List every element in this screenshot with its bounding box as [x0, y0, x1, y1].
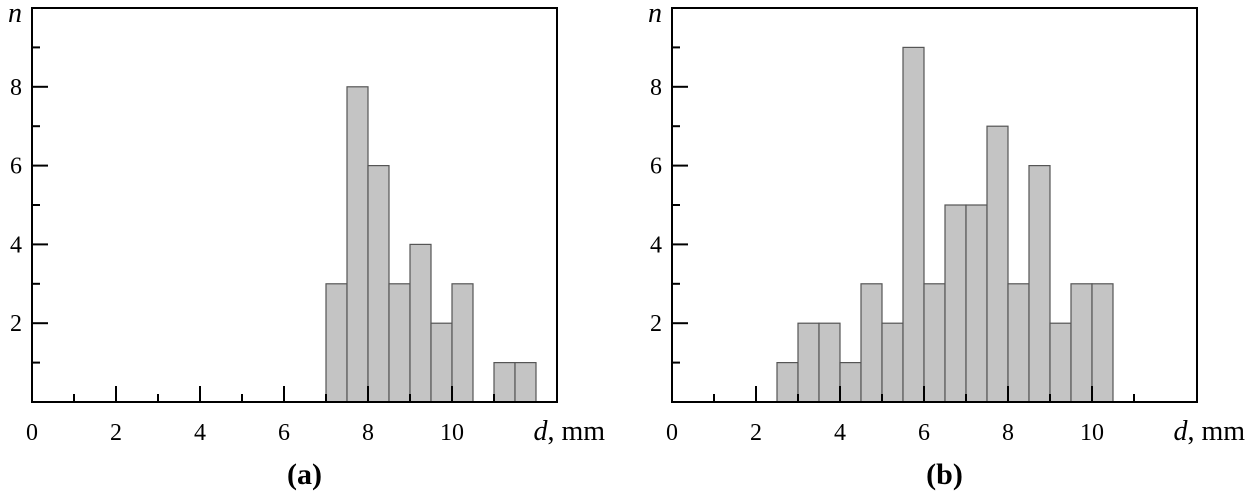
x-tick-label: 10 [440, 420, 464, 446]
histogram-bar [944, 204, 967, 403]
x-axis-variable: d [533, 416, 548, 447]
chart-panel-b: 0 2 4 6 8 10 2 4 6 8 n d, mm (b) [648, 0, 1245, 491]
histogram-bar [1091, 283, 1114, 403]
x-axis-unit: , mm [547, 416, 605, 447]
histogram-bar [388, 283, 411, 403]
histogram-bar [325, 283, 348, 403]
histogram-bar [965, 204, 988, 403]
x-tick-label: 0 [26, 420, 38, 446]
panel-label-b: (b) [926, 458, 963, 491]
histogram-bar [1070, 283, 1093, 403]
x-tick-label: 0 [666, 420, 678, 446]
x-tick-label: 2 [750, 420, 762, 446]
histogram-bar [797, 322, 820, 403]
x-tick-label: 2 [110, 420, 122, 446]
histogram-bar [493, 362, 516, 403]
x-tick-label: 4 [194, 420, 206, 446]
histogram-bar [409, 243, 432, 403]
x-axis-label: d, mm [533, 416, 605, 447]
x-axis-label: d, mm [1173, 416, 1245, 447]
histogram-bar [839, 362, 862, 403]
histogram-bar [1049, 322, 1072, 403]
histogram-bar [902, 46, 925, 403]
x-tick-label: 8 [362, 420, 374, 446]
chart-panel-a: 0 2 4 6 8 10 2 4 6 8 n d, mm (a) [8, 0, 605, 491]
x-axis-unit: , mm [1187, 416, 1245, 447]
x-tick-label: 10 [1080, 420, 1104, 446]
y-tick-label: 8 [650, 75, 662, 101]
y-tick-label: 6 [10, 154, 22, 180]
x-axis-variable: d [1173, 416, 1188, 447]
histogram-bar [923, 283, 946, 403]
y-tick-label: 2 [650, 311, 662, 337]
x-tick-label: 6 [918, 420, 930, 446]
histogram-bar [514, 362, 537, 403]
histogram-bar [1028, 165, 1051, 403]
y-tick-label: 8 [10, 75, 22, 101]
histogram-bar [451, 283, 474, 403]
plot-frame [31, 7, 558, 403]
histogram-bar [430, 322, 453, 403]
histogram-bar [1007, 283, 1030, 403]
y-tick-label: 6 [650, 154, 662, 180]
histogram-bar [367, 165, 390, 403]
histogram-bar [346, 86, 369, 403]
y-tick-label: 4 [650, 232, 662, 258]
histogram-bar [776, 362, 799, 403]
histogram-bar [818, 322, 841, 403]
y-tick-label: 4 [10, 232, 22, 258]
histogram-bar [860, 283, 883, 403]
y-tick-label: 2 [10, 311, 22, 337]
x-tick-label: 8 [1002, 420, 1014, 446]
x-tick-label: 4 [834, 420, 846, 446]
histogram-bar [986, 125, 1009, 403]
y-axis-label: n [648, 0, 662, 29]
histogram-bar [881, 322, 904, 403]
panel-label-a: (a) [287, 458, 322, 491]
y-axis-label: n [8, 0, 22, 29]
x-tick-label: 6 [278, 420, 290, 446]
